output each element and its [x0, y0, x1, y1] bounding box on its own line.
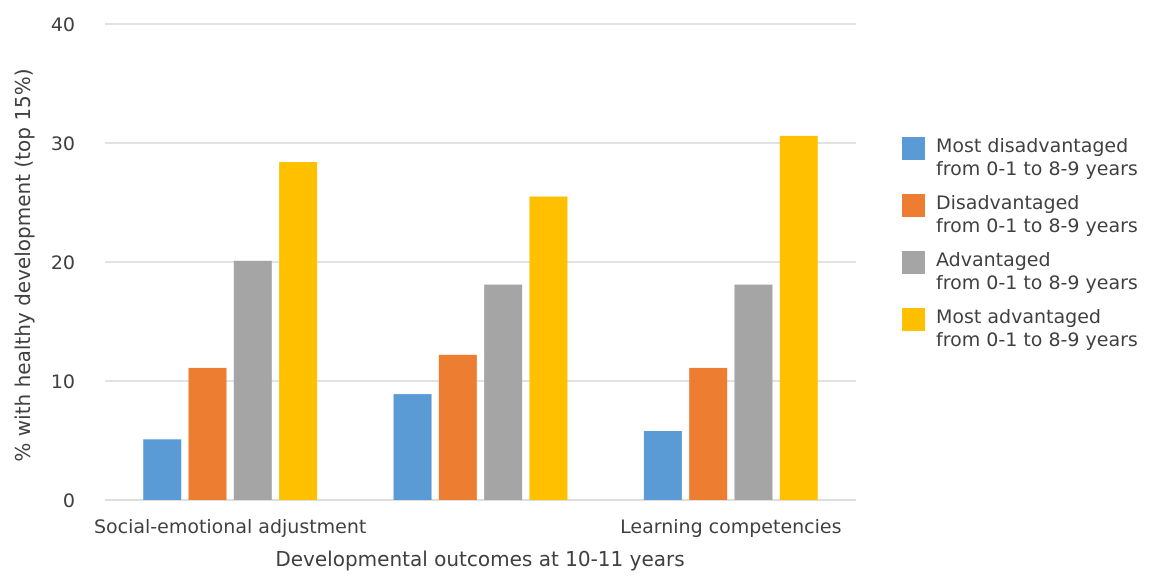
y-tick-label: 40 — [51, 14, 75, 36]
legend-label: Advantaged from 0-1 to 8-9 years — [936, 249, 1138, 294]
legend-label: Most advantaged from 0-1 to 8-9 years — [936, 306, 1138, 351]
bar-series-3-category-1 — [233, 260, 272, 500]
legend-swatch — [902, 194, 925, 217]
y-tick-label: 30 — [51, 133, 75, 155]
bar-series-4-category-2 — [529, 196, 568, 501]
gridlines — [105, 23, 856, 501]
bar-series-4-category-3 — [779, 135, 818, 501]
y-tick-labels: 0 10 20 30 40 — [51, 14, 75, 512]
bar-series-1-category-2 — [393, 394, 432, 500]
legend-label: Most disadvantaged from 0-1 to 8-9 years — [936, 135, 1138, 180]
legend-item: Most advantaged from 0-1 to 8-9 years — [902, 306, 1164, 352]
bar-series-1-category-3 — [643, 430, 682, 500]
bar-series-3-category-3 — [734, 284, 773, 500]
y-axis-title: % with healthy development (top 15%) — [11, 68, 35, 461]
y-tick-label: 0 — [63, 490, 75, 512]
y-tick-label: 10 — [51, 371, 75, 393]
bar-series-3-category-2 — [484, 284, 523, 500]
bar-series-2-category-3 — [689, 367, 728, 500]
bar-series-2-category-1 — [188, 367, 227, 500]
x-tick-label: Learning competencies — [620, 516, 841, 538]
x-tick-label: Social-emotional adjustment — [94, 516, 366, 538]
legend-swatch — [902, 308, 925, 331]
bars — [143, 135, 818, 501]
bar-series-1-category-1 — [143, 439, 182, 500]
bar-series-4-category-1 — [279, 162, 318, 501]
legend: Most disadvantaged from 0-1 to 8-9 years… — [902, 135, 1164, 363]
x-tick-labels: Social-emotional adjustment Learning comp… — [94, 516, 842, 538]
legend-label: Disadvantaged from 0-1 to 8-9 years — [936, 192, 1138, 237]
x-axis-title: Developmental outcomes at 10-11 years — [275, 547, 684, 571]
legend-item: Most disadvantaged from 0-1 to 8-9 years — [902, 135, 1164, 181]
legend-item: Disadvantaged from 0-1 to 8-9 years — [902, 192, 1164, 238]
legend-swatch — [902, 137, 925, 160]
legend-swatch — [902, 251, 925, 274]
y-tick-label: 20 — [51, 252, 75, 274]
legend-item: Advantaged from 0-1 to 8-9 years — [902, 249, 1164, 295]
bar-series-2-category-2 — [438, 354, 477, 500]
